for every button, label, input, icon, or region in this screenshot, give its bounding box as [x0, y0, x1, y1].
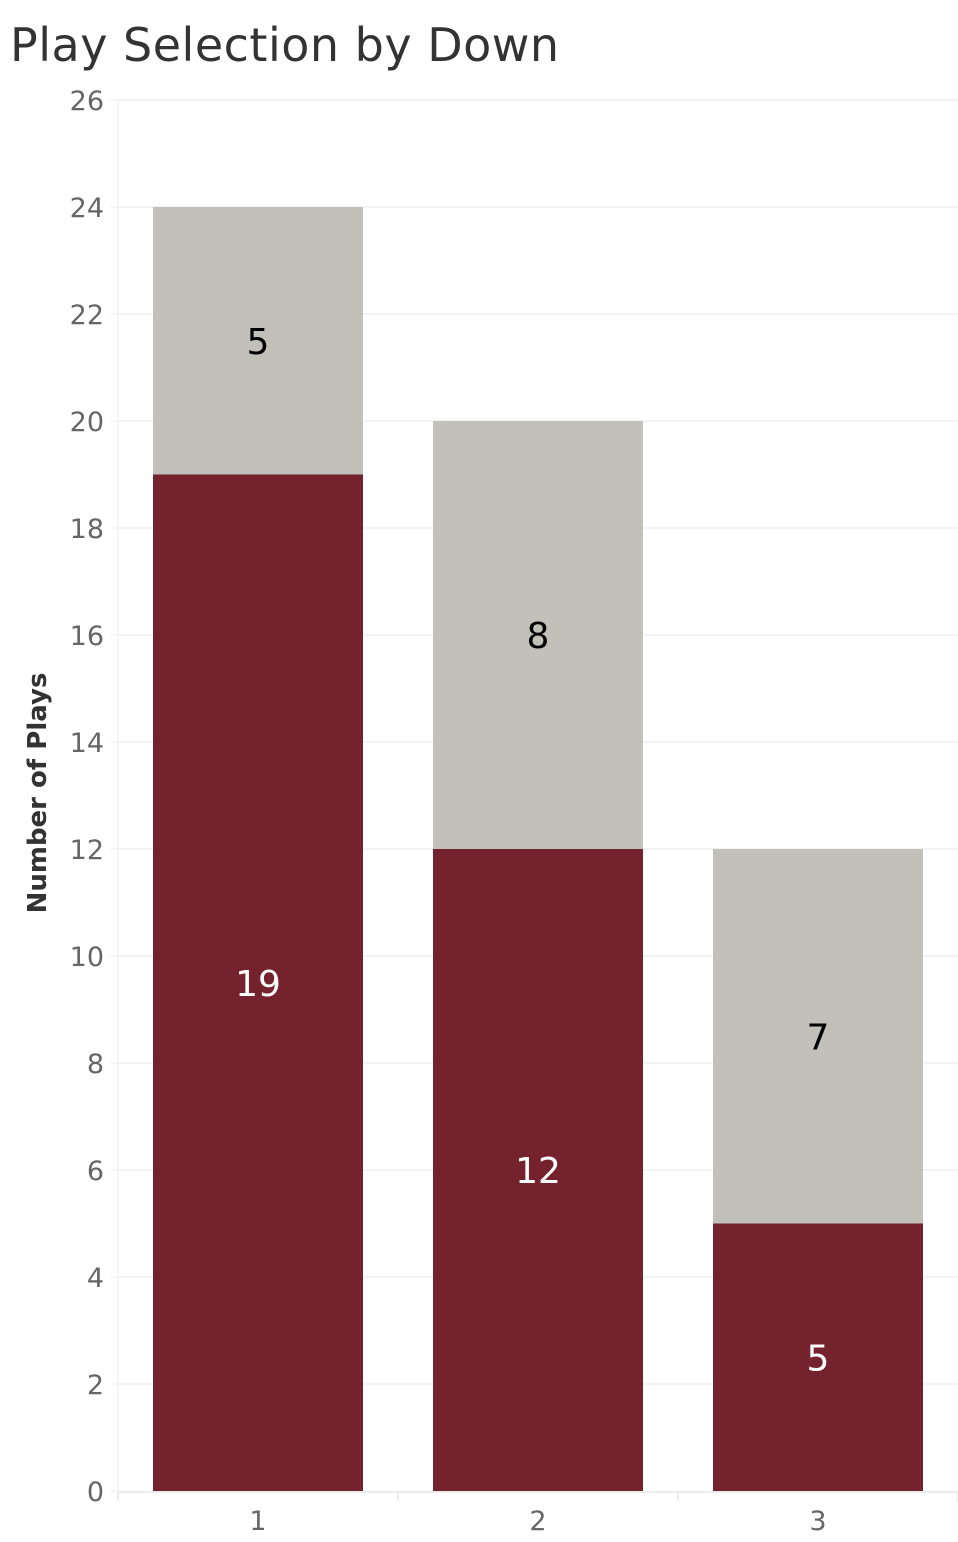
bar-down-1-series-2 — [153, 207, 363, 475]
bar-down-1-series-1 — [153, 474, 363, 1491]
data-label-down-3-series-1: 5 — [807, 1338, 830, 1379]
data-label-down-1-series-1: 19 — [235, 964, 281, 1005]
y-tick-label-6: 6 — [87, 1156, 104, 1187]
x-tick-label-1: 1 — [249, 1506, 266, 1537]
data-label-down-3-series-2: 7 — [807, 1017, 830, 1058]
data-labels: 19 5 12 8 5 7 — [235, 322, 829, 1380]
y-tick-label-14: 14 — [70, 728, 104, 759]
y-tick-label-12: 12 — [70, 835, 104, 866]
y-tick-label-4: 4 — [87, 1263, 104, 1294]
y-axis-title: Number of Plays — [23, 673, 53, 914]
bar-down-3-series-2 — [713, 849, 923, 1224]
bar-down-2-series-1 — [433, 849, 643, 1491]
chart-title: Play Selection by Down — [10, 18, 560, 72]
y-tick-label-16: 16 — [70, 621, 104, 652]
bar-down-2-series-2 — [433, 421, 643, 849]
y-tick-label-22: 22 — [70, 300, 104, 331]
y-tick-label-10: 10 — [70, 942, 104, 973]
data-label-down-2-series-1: 12 — [515, 1151, 561, 1192]
y-tick-label-26: 26 — [70, 86, 104, 117]
y-tick-label-8: 8 — [87, 1049, 104, 1080]
y-tick-label-0: 0 — [87, 1477, 104, 1508]
y-tick-label-2: 2 — [87, 1370, 104, 1401]
y-tick-label-18: 18 — [70, 514, 104, 545]
x-tick-label-3: 3 — [809, 1506, 826, 1537]
data-label-down-2-series-2: 8 — [527, 616, 550, 657]
data-label-down-1-series-2: 5 — [247, 322, 270, 363]
x-tick-label-2: 2 — [529, 1506, 546, 1537]
bar-down-3-series-1 — [713, 1223, 923, 1491]
y-tick-label-24: 24 — [70, 193, 104, 224]
y-tick-label-20: 20 — [70, 407, 104, 438]
bars — [153, 207, 923, 1491]
